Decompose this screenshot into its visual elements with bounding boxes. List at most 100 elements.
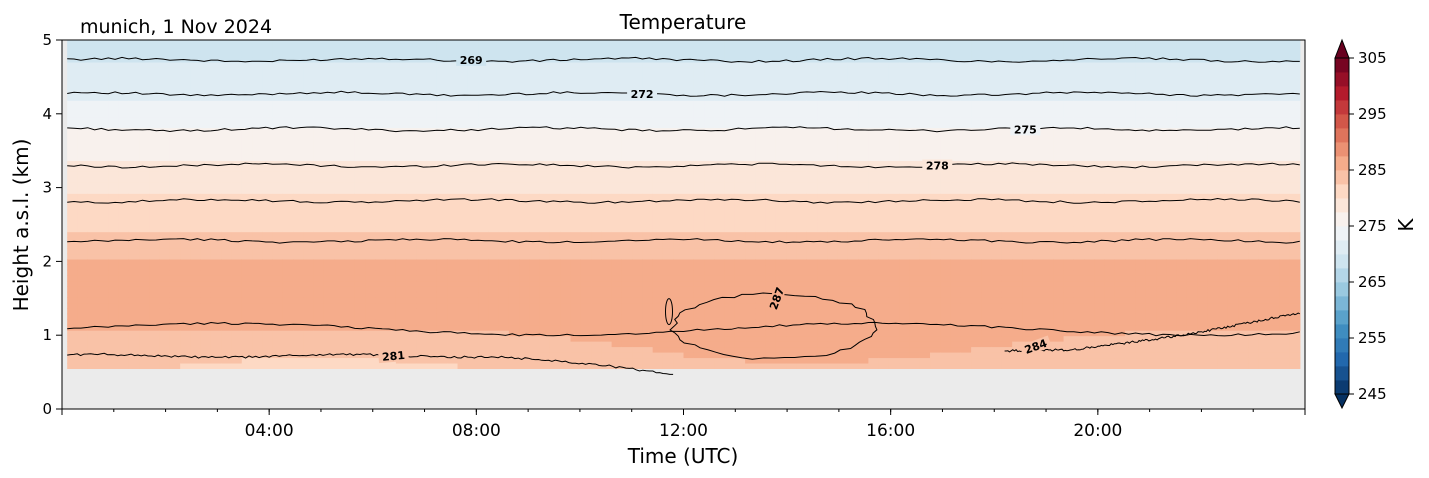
field-cell bbox=[108, 100, 120, 107]
field-cell bbox=[642, 253, 654, 260]
field-cell bbox=[118, 291, 130, 298]
field-cell bbox=[395, 165, 407, 172]
field-cell bbox=[827, 45, 839, 52]
field-cell bbox=[457, 144, 469, 151]
field-cell bbox=[108, 72, 120, 79]
field-cell bbox=[180, 138, 192, 145]
field-cell bbox=[210, 231, 222, 238]
field-cell bbox=[570, 133, 582, 140]
field-cell bbox=[385, 313, 397, 320]
field-cell bbox=[683, 253, 695, 260]
field-cell bbox=[128, 302, 140, 309]
field-cell bbox=[734, 308, 746, 315]
field-cell bbox=[457, 105, 469, 112]
field-cell bbox=[375, 160, 387, 167]
field-cell bbox=[560, 171, 572, 178]
field-cell bbox=[693, 302, 705, 309]
field-cell bbox=[621, 242, 633, 249]
field-cell bbox=[570, 182, 582, 189]
field-cell bbox=[683, 264, 695, 271]
field-cell bbox=[621, 187, 633, 194]
field-cell bbox=[549, 160, 561, 167]
field-cell bbox=[467, 154, 479, 162]
field-cell bbox=[539, 61, 551, 68]
field-cell bbox=[549, 165, 561, 172]
field-cell bbox=[878, 269, 890, 276]
field-cell bbox=[323, 193, 335, 200]
field-cell bbox=[200, 56, 212, 63]
field-cell bbox=[128, 275, 140, 282]
field-cell bbox=[642, 182, 654, 189]
field-cell bbox=[169, 209, 181, 216]
field-cell bbox=[200, 351, 212, 359]
field-cell bbox=[786, 286, 798, 293]
field-cell bbox=[385, 209, 397, 216]
field-cell bbox=[611, 269, 623, 276]
field-cell bbox=[231, 154, 243, 162]
field-cell bbox=[539, 324, 551, 331]
field-cell bbox=[827, 122, 839, 129]
field-cell bbox=[611, 176, 623, 183]
field-cell bbox=[252, 56, 263, 63]
field-cell bbox=[190, 187, 202, 194]
field-cell bbox=[498, 165, 510, 172]
field-cell bbox=[683, 280, 695, 287]
field-cell bbox=[426, 187, 438, 194]
field-cell bbox=[580, 193, 592, 200]
field-cell bbox=[570, 209, 582, 216]
field-cell bbox=[252, 193, 263, 200]
field-cell bbox=[365, 176, 376, 183]
field-cell bbox=[806, 319, 818, 326]
field-cell bbox=[888, 308, 900, 315]
field-cell bbox=[149, 209, 161, 216]
field-cell bbox=[601, 176, 613, 183]
field-cell bbox=[210, 242, 222, 249]
field-cell bbox=[344, 165, 356, 172]
field-cell bbox=[221, 253, 233, 260]
field-cell bbox=[272, 160, 284, 167]
field-cell bbox=[395, 133, 407, 140]
field-cell bbox=[159, 242, 171, 249]
field-cell bbox=[673, 105, 685, 112]
field-cell bbox=[673, 308, 685, 315]
field-cell bbox=[899, 253, 911, 260]
field-cell bbox=[354, 89, 366, 96]
field-cell bbox=[282, 160, 294, 167]
field-cell bbox=[159, 237, 171, 244]
field-cell bbox=[868, 127, 880, 134]
field-cell bbox=[180, 72, 192, 79]
field-cell bbox=[190, 341, 202, 348]
field-cell bbox=[529, 215, 541, 222]
field-cell bbox=[806, 105, 818, 112]
field-cell bbox=[323, 187, 335, 194]
field-cell bbox=[488, 247, 500, 255]
field-cell bbox=[806, 144, 818, 151]
field-cell bbox=[190, 253, 202, 260]
field-cell bbox=[837, 297, 849, 304]
field-cell bbox=[262, 72, 274, 79]
field-cell bbox=[662, 78, 674, 85]
field-cell bbox=[652, 40, 664, 47]
field-cell bbox=[827, 357, 839, 364]
field-cell bbox=[673, 226, 685, 233]
field-cell bbox=[395, 253, 407, 260]
field-cell bbox=[837, 78, 849, 85]
field-cell bbox=[714, 133, 726, 140]
field-cell bbox=[508, 94, 520, 101]
field-cell bbox=[539, 204, 551, 211]
field-cell bbox=[190, 286, 202, 293]
field-cell bbox=[139, 149, 150, 156]
field-cell bbox=[365, 362, 376, 370]
field-cell bbox=[621, 253, 633, 260]
field-cell bbox=[519, 231, 531, 238]
field-cell bbox=[457, 83, 469, 90]
field-cell bbox=[67, 280, 79, 287]
field-cell bbox=[601, 209, 613, 216]
field-cell bbox=[837, 61, 849, 68]
field-cell bbox=[652, 100, 664, 107]
field-cell bbox=[375, 83, 387, 90]
field-cell bbox=[529, 56, 541, 63]
field-cell bbox=[519, 94, 531, 101]
field-cell bbox=[293, 313, 305, 320]
field-cell bbox=[231, 313, 243, 320]
